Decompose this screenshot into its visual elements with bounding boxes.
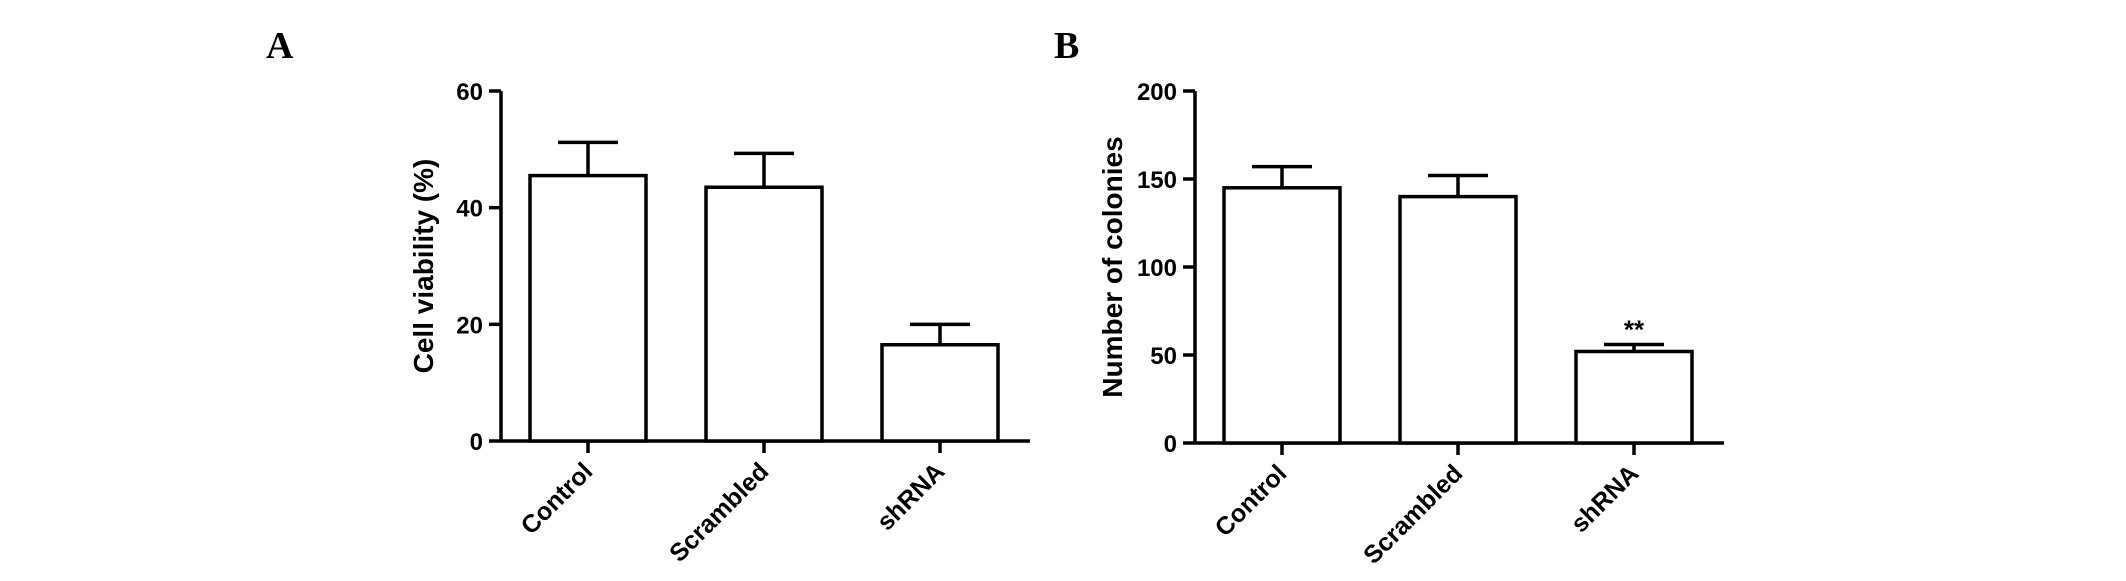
y-tick-label: 40 — [456, 196, 483, 223]
y-tick-label: 50 — [1150, 343, 1177, 370]
y-tick-label: 100 — [1137, 255, 1177, 282]
category-label: shRNA — [872, 457, 951, 536]
significance-annotation: ** — [1624, 314, 1645, 344]
y-tick-label: 60 — [456, 79, 483, 106]
bar — [880, 343, 1000, 443]
category-label: Control — [1210, 459, 1293, 542]
y-tick-label: 150 — [1137, 167, 1177, 194]
y-axis-title: Cell viability (%) — [408, 159, 439, 374]
bar — [1574, 349, 1694, 445]
panel-a-letter: A — [266, 25, 294, 67]
bar — [1222, 186, 1342, 445]
panel-b-chart: 0 50 100 150 200 Number of colonies Control Scr… — [1097, 79, 1724, 570]
panel-b-letter: B — [1054, 25, 1079, 67]
category-label: Scrambled — [664, 457, 774, 567]
category-label: Scrambled — [1358, 459, 1468, 569]
y-axis-title: Number of colonies — [1097, 136, 1128, 397]
y-tick-label: 0 — [1164, 431, 1177, 458]
y-tick-label: 20 — [456, 312, 483, 339]
category-label: shRNA — [1566, 459, 1645, 538]
y-tick-label: 0 — [470, 429, 483, 456]
bar — [1398, 194, 1518, 445]
bar — [528, 173, 648, 443]
panel-a-chart: 0 20 40 60 Cell viability (%) Control Scramble… — [408, 79, 1030, 568]
y-tick-label: 200 — [1137, 79, 1177, 106]
category-label: Control — [516, 457, 599, 540]
bar — [704, 185, 824, 443]
